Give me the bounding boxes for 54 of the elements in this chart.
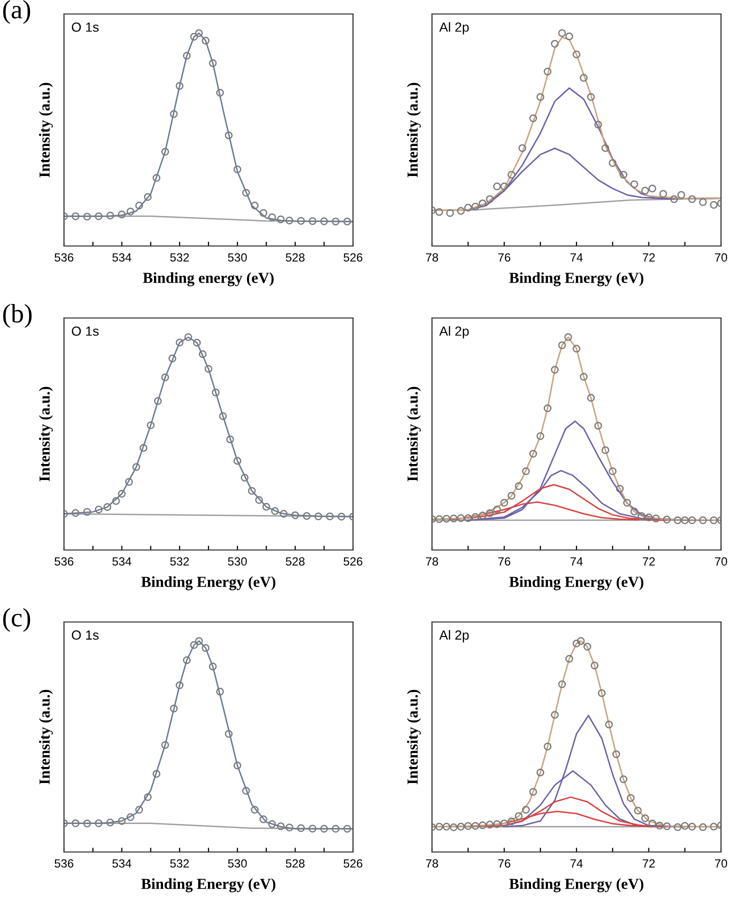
x-axis-title: Binding Energy (eV) xyxy=(509,576,644,590)
x-tick-label: 534 xyxy=(112,557,132,566)
chart-title: O 1s xyxy=(72,22,99,32)
x-tick-label: 76 xyxy=(498,557,510,566)
x-axis-title: Binding Energy (eV) xyxy=(509,272,644,286)
x-tick-label: 534 xyxy=(112,253,132,262)
x-tick-label: 536 xyxy=(54,253,74,262)
chart-title: Al 2p xyxy=(439,630,469,642)
x-tick-label: 72 xyxy=(642,859,655,868)
y-axis-title: Intensity (a.u.) xyxy=(38,386,53,482)
x-tick-label: 70 xyxy=(715,253,728,262)
x-tick-label: 534 xyxy=(112,859,132,868)
x-tick-label: 74 xyxy=(570,253,583,262)
chart-title: O 1s xyxy=(72,630,99,640)
x-tick-label: 70 xyxy=(715,859,728,868)
x-tick-label: 530 xyxy=(228,859,247,868)
x-tick-label: 74 xyxy=(570,557,583,566)
x-tick-label: 530 xyxy=(228,253,247,262)
x-tick-label: 526 xyxy=(344,557,362,566)
y-axis-title: Intensity (a.u.) xyxy=(406,82,421,178)
x-tick-label: 70 xyxy=(715,557,728,566)
x-tick-label: 532 xyxy=(170,253,189,262)
x-tick-label: 528 xyxy=(286,859,305,868)
chart-title: Al 2p xyxy=(439,326,469,338)
x-tick-label: 536 xyxy=(54,557,74,566)
x-axis-title: Binding Energy (eV) xyxy=(141,576,276,590)
x-axis-title: Binding Energy (eV) xyxy=(509,878,644,892)
y-axis-title: Intensity (a.u.) xyxy=(38,82,53,178)
x-axis-title: Binding energy (eV) xyxy=(142,272,274,286)
x-tick-label: 78 xyxy=(426,859,438,868)
text: (c) xyxy=(3,608,30,632)
y-axis-title: Intensity (a.u.) xyxy=(406,386,421,482)
y-axis-title: Intensity (a.u.) xyxy=(38,690,53,784)
text: (a) xyxy=(3,0,30,24)
x-axis-title: Binding Energy (eV) xyxy=(141,878,276,892)
x-tick-label: 528 xyxy=(286,253,305,262)
x-tick-label: 526 xyxy=(344,859,362,868)
y-axis-title: Intensity (a.u.) xyxy=(406,690,421,784)
chart-title: Al 2p xyxy=(439,22,469,34)
x-tick-label: 532 xyxy=(170,859,189,868)
x-tick-label: 528 xyxy=(286,557,305,566)
x-tick-label: 536 xyxy=(54,859,74,868)
x-tick-label: 74 xyxy=(570,859,583,868)
x-tick-label: 76 xyxy=(498,859,510,868)
x-tick-label: 72 xyxy=(642,557,655,566)
text: (b) xyxy=(3,304,32,328)
x-tick-label: 532 xyxy=(170,557,189,566)
chart-title: O 1s xyxy=(72,326,99,336)
x-tick-label: 78 xyxy=(426,557,438,566)
x-tick-label: 72 xyxy=(642,253,655,262)
x-tick-label: 526 xyxy=(344,253,362,262)
x-tick-label: 76 xyxy=(498,253,510,262)
x-tick-label: 78 xyxy=(426,253,438,262)
x-tick-label: 530 xyxy=(228,557,247,566)
